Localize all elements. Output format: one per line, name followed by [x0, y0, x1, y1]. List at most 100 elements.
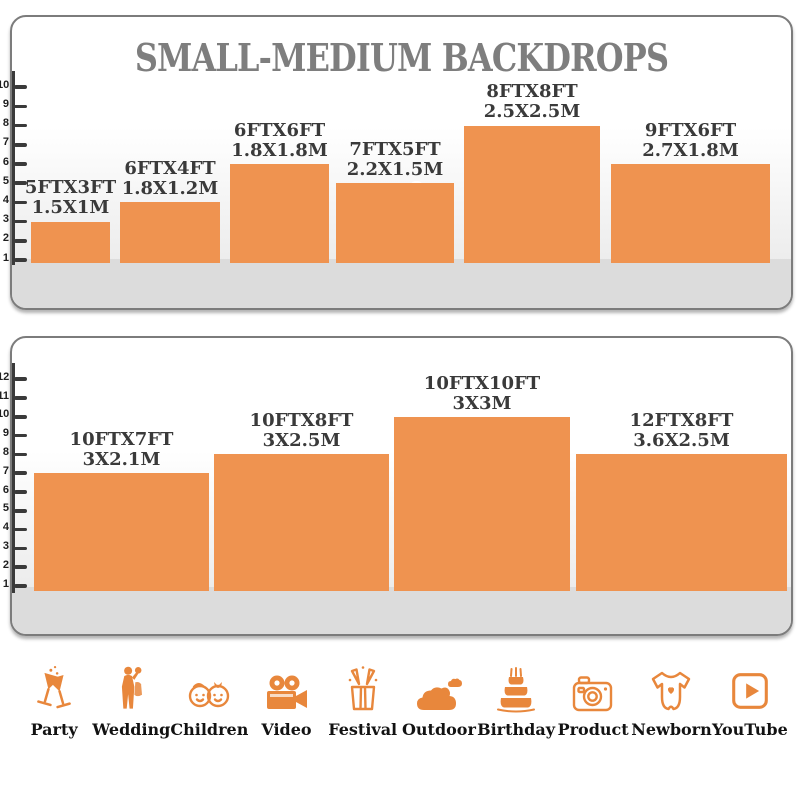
- floor: [12, 587, 791, 634]
- backdrop-bar: [464, 125, 600, 263]
- category-label: Video: [261, 720, 312, 739]
- ruler-tick: [14, 396, 27, 400]
- ruler-number: 7: [2, 464, 9, 477]
- ruler-number: 12: [0, 370, 10, 383]
- ruler-tick: [14, 162, 27, 166]
- ruler-tick: [14, 584, 27, 588]
- backdrop-bar: [611, 164, 770, 263]
- ruler-tick: [14, 546, 27, 551]
- panel-card: 10FTX7FT 3X2.1M 10FTX8FT 3X2.5M 10FTX10FT 3X3…: [10, 336, 793, 636]
- ruler-tick: [14, 565, 27, 569]
- size-ft: 5FTX3FT: [24, 177, 117, 199]
- children-icon: [184, 656, 234, 714]
- category-youtube: YouTube: [712, 656, 788, 756]
- ruler-number: 5: [2, 502, 9, 515]
- ruler-tick: [14, 123, 27, 128]
- size-m: 2.7X1.8M: [642, 139, 739, 161]
- ruler-tick: [14, 219, 27, 224]
- size-ft: 10FTX7FT: [69, 428, 174, 450]
- category-label: Children: [170, 720, 249, 739]
- size-ft: 8FTX8FT: [486, 81, 578, 103]
- panel-small-medium: SMALL-MEDIUM BACKDROPS 5FTX3FT 1.5X1M 6FTX…: [0, 15, 793, 310]
- size-ft: 6FTX6FT: [233, 119, 326, 141]
- ruler-number: 4: [2, 193, 9, 206]
- ruler-tick: [14, 85, 27, 89]
- size-ft: 6FTX4FT: [124, 158, 216, 180]
- ruler-number: 6: [2, 483, 9, 496]
- size-ft: 9FTX6FT: [644, 119, 737, 141]
- category-label: Party: [30, 720, 78, 739]
- ruler-tick: [14, 527, 27, 532]
- ruler-number: 5: [2, 174, 9, 187]
- size-m: 2.5X2.5M: [483, 101, 581, 123]
- outdoor-icon: [414, 656, 464, 714]
- ruler-number: 7: [2, 136, 9, 149]
- category-party: Party: [16, 656, 92, 756]
- ruler-number: 10: [0, 408, 10, 421]
- ruler-tick: [14, 452, 27, 457]
- ruler-tick: [14, 143, 27, 147]
- category-label: YouTube: [711, 720, 788, 739]
- panel-medium-large: 10FTX7FT 3X2.1M 10FTX8FT 3X2.5M 10FTX10FT 3X3…: [0, 336, 793, 636]
- page-title: SMALL-MEDIUM BACKDROPS: [134, 35, 669, 80]
- ruler-number: 3: [2, 213, 9, 226]
- category-outdoor: Outdoor: [401, 656, 477, 756]
- birthday-icon: [492, 656, 540, 714]
- backdrop-size-label: 10FTX7FT 3X2.1M: [69, 428, 174, 470]
- backdrop-size-label: 12FTX8FT 3.6X2.5M: [630, 410, 734, 452]
- backdrop-bar: [120, 202, 220, 263]
- category-product: Product: [555, 656, 631, 756]
- wedding-icon: [108, 656, 154, 714]
- product-icon: [568, 656, 618, 714]
- ruler-axis: [12, 71, 15, 265]
- ruler-number: 4: [2, 521, 9, 534]
- ruler-tick: [14, 415, 27, 419]
- ruler-number: 1: [2, 577, 9, 590]
- backdrop-bar: [34, 473, 209, 591]
- youtube-icon: [727, 656, 773, 714]
- category-label: Birthday: [477, 720, 555, 739]
- backdrop-bar: [214, 454, 389, 591]
- ruler-number: 9: [2, 97, 9, 110]
- category-label: Festival: [328, 720, 398, 739]
- backdrop-bar: [576, 454, 787, 591]
- size-m: 3.6X2.5M: [633, 430, 730, 452]
- size-m: 2.2X1.5M: [346, 159, 444, 181]
- ruler-number: 9: [2, 427, 9, 440]
- ruler-axis: [12, 363, 15, 593]
- backdrop-size-label: 9FTX6FT 2.7X1.8M: [642, 119, 739, 161]
- category-children: Children: [170, 656, 248, 756]
- backdrop-size-label: 6FTX4FT 1.8X1.2M: [122, 158, 219, 199]
- ruler-tick: [14, 377, 27, 381]
- category-row: Party Wedding: [16, 656, 788, 756]
- category-festival: Festival: [325, 656, 401, 756]
- category-label: Outdoor: [401, 720, 476, 739]
- backdrop-size-label: 5FTX3FT 1.5X1M: [25, 178, 116, 218]
- party-icon: [29, 656, 79, 714]
- panel-card: SMALL-MEDIUM BACKDROPS 5FTX3FT 1.5X1M 6FTX…: [10, 15, 793, 310]
- backdrop-bar: [394, 416, 570, 591]
- size-ft: 7FTX5FT: [349, 138, 441, 160]
- size-m: 1.5X1M: [31, 197, 110, 219]
- backdrop-size-label: 8FTX8FT 2.5X2.5M: [484, 82, 581, 122]
- ruler-tick: [14, 471, 27, 475]
- ruler-number: 3: [2, 539, 9, 552]
- video-icon: [261, 656, 311, 714]
- category-video: Video: [248, 656, 324, 756]
- size-m: 3X3M: [452, 392, 512, 414]
- ruler-tick: [14, 258, 27, 262]
- ruler-tick: [14, 104, 27, 109]
- ruler-tick: [14, 433, 27, 438]
- backdrop-size-label: 7FTX5FT 2.2X1.5M: [346, 138, 444, 181]
- ruler-tick: [14, 490, 27, 494]
- size-m: 3X2.5M: [262, 430, 341, 452]
- category-label: Newborn: [631, 720, 712, 739]
- backdrop-size-label: 10FTX10FT 3X3M: [423, 372, 541, 414]
- ruler-number: 11: [0, 389, 9, 402]
- size-ft: 10FTX10FT: [423, 372, 541, 394]
- ruler-number: 1: [2, 251, 9, 264]
- backdrop-bar: [336, 183, 454, 263]
- category-label: Product: [557, 720, 629, 739]
- ruler-number: 2: [2, 558, 9, 571]
- backdrop-size-label: 10FTX8FT 3X2.5M: [250, 410, 354, 452]
